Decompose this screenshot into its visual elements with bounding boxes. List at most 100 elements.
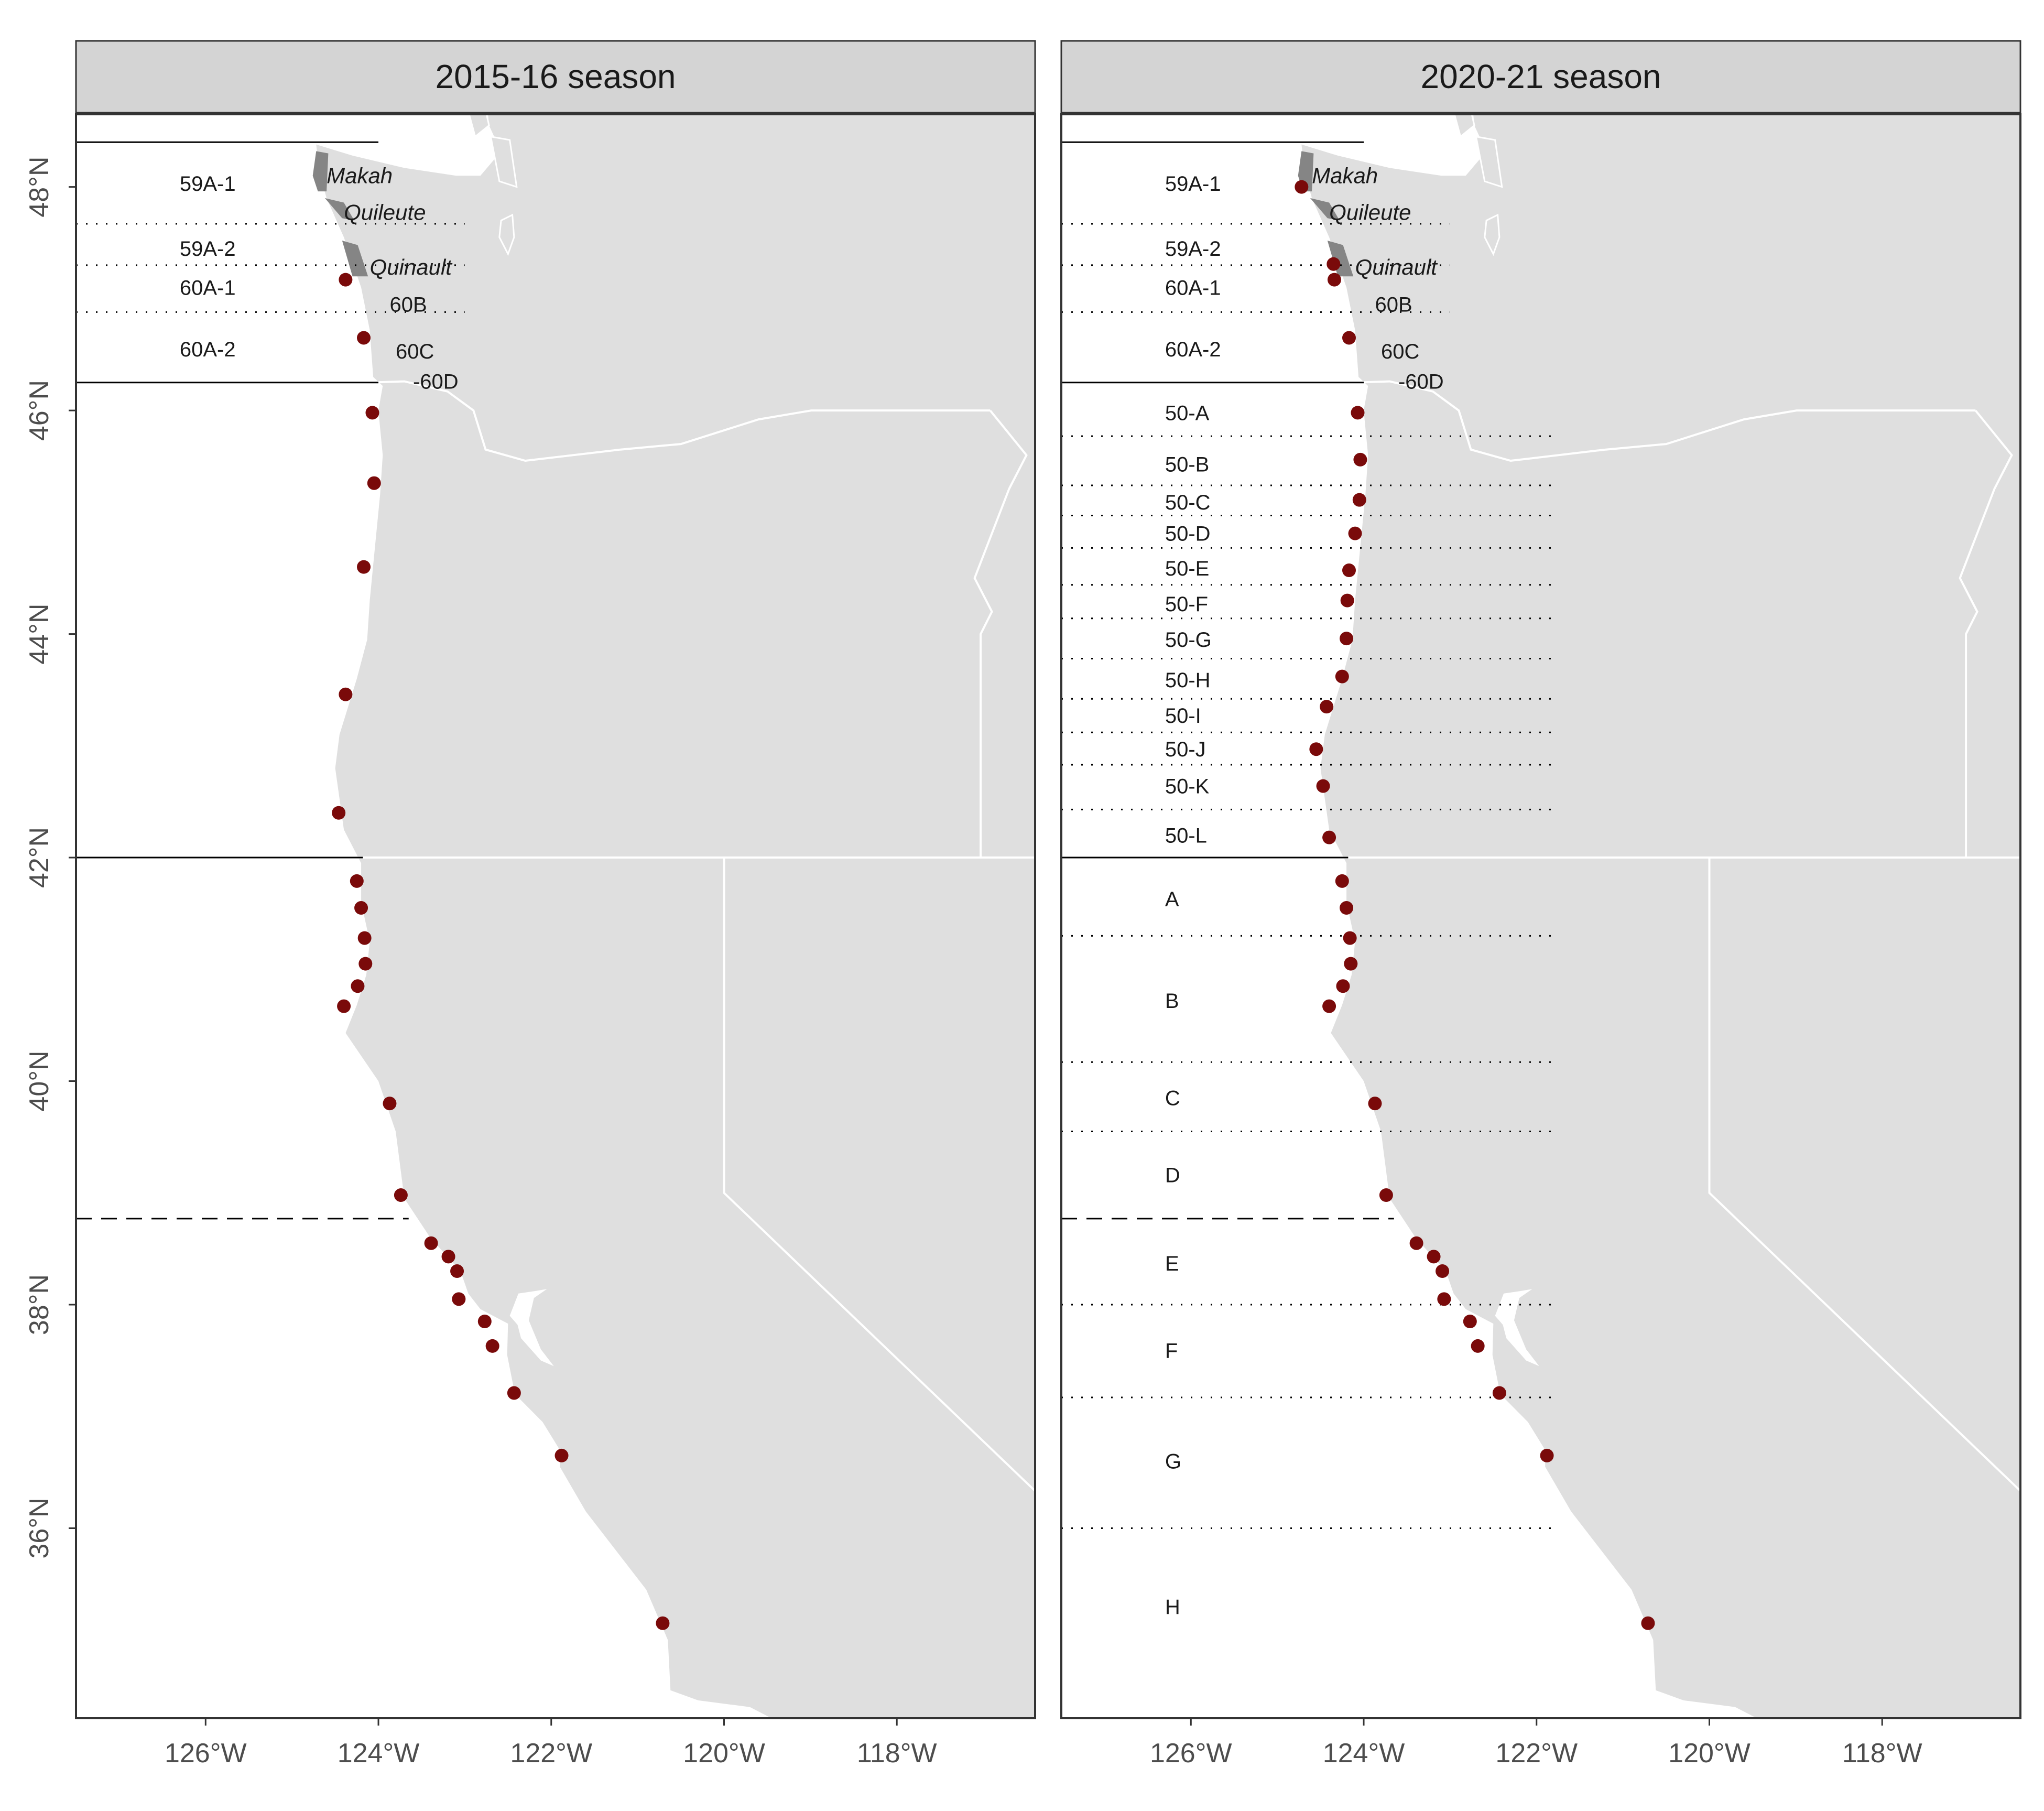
- y-tick-label: 44°N: [24, 604, 55, 665]
- station-point: [357, 331, 371, 344]
- panel-title: 2015-16 season: [435, 58, 676, 95]
- station-point: [354, 901, 368, 915]
- x-tick-label: 118°W: [1842, 1738, 1922, 1769]
- station-point: [1368, 1097, 1382, 1110]
- tribal-label: Quileute: [1329, 200, 1411, 225]
- zone-label: G: [1165, 1450, 1181, 1473]
- station-point: [656, 1617, 669, 1630]
- zone-label: 59A-2: [180, 237, 236, 261]
- station-point: [1322, 1000, 1336, 1013]
- zone-label: 50-J: [1165, 738, 1206, 761]
- tribal-label: Makah: [1312, 163, 1378, 188]
- zone-label: D: [1165, 1164, 1180, 1187]
- station-point: [1320, 700, 1333, 713]
- station-point: [1410, 1237, 1423, 1250]
- zone-label: 60A-1: [1165, 277, 1221, 300]
- panel-title: 2020-21 season: [1420, 58, 1661, 95]
- station-point: [357, 560, 371, 574]
- station-point: [555, 1449, 569, 1462]
- x-tick-label: 122°W: [1495, 1738, 1578, 1769]
- tribal-label: Quileute: [344, 200, 426, 225]
- y-tick-label: 38°N: [24, 1274, 55, 1335]
- station-point: [1493, 1386, 1506, 1400]
- zone-label: -60D: [413, 371, 459, 394]
- station-point: [1327, 257, 1340, 271]
- zone-label: 50-G: [1165, 628, 1212, 652]
- station-point: [358, 957, 372, 971]
- station-point: [1322, 831, 1336, 844]
- zone-label: 60C: [396, 340, 434, 363]
- station-point: [383, 1097, 396, 1110]
- station-point: [1436, 1264, 1449, 1278]
- station-point: [1463, 1315, 1477, 1328]
- zone-label: 59A-1: [180, 172, 236, 196]
- station-point: [450, 1264, 464, 1278]
- station-point: [339, 688, 352, 701]
- x-tick-label: 118°W: [857, 1738, 937, 1769]
- station-point: [358, 931, 372, 945]
- zone-label: 60A-2: [1165, 338, 1221, 361]
- station-point: [367, 476, 381, 490]
- station-point: [1349, 527, 1362, 540]
- station-point: [1309, 742, 1323, 756]
- zone-label: 50-B: [1165, 453, 1210, 476]
- tribal-label: Quinault: [370, 255, 453, 279]
- station-point: [1342, 331, 1356, 344]
- station-point: [442, 1250, 455, 1263]
- station-point: [507, 1386, 521, 1400]
- tribal-label: Makah: [327, 163, 393, 188]
- zone-label: 50-F: [1165, 593, 1208, 616]
- station-point: [1295, 180, 1308, 194]
- station-point: [1340, 632, 1353, 645]
- station-point: [1328, 273, 1341, 287]
- station-point: [486, 1339, 499, 1353]
- station-point: [1340, 901, 1353, 915]
- station-point: [1353, 493, 1366, 507]
- station-point: [1379, 1188, 1393, 1202]
- zone-label: 60B: [1375, 294, 1412, 317]
- station-point: [1344, 957, 1357, 971]
- station-point: [452, 1292, 465, 1306]
- panel-2015-16: 2015-16 season 59A-159A-260A-160A-260B60…: [76, 41, 1191, 1769]
- x-tick-label: 126°W: [165, 1738, 247, 1769]
- tribal-label: Quinault: [1355, 255, 1439, 279]
- zone-label: H: [1165, 1596, 1180, 1619]
- zone-label: E: [1165, 1252, 1179, 1275]
- station-point: [394, 1188, 408, 1202]
- station-point: [1471, 1339, 1485, 1353]
- x-tick-label: 126°W: [1150, 1738, 1232, 1769]
- panel-2020-21: 2020-21 season 59A-159A-260A-160A-260B60…: [1061, 41, 2044, 1769]
- x-tick-label: 124°W: [1323, 1738, 1405, 1769]
- y-tick-label: 36°N: [24, 1498, 55, 1558]
- zone-label: 50-H: [1165, 669, 1211, 692]
- zone-label: 60A-2: [180, 338, 236, 361]
- station-point: [351, 979, 364, 993]
- y-axis: 36°N38°N40°N42°N44°N46°N48°N: [24, 157, 76, 1559]
- station-point: [1341, 594, 1354, 608]
- y-tick-label: 42°N: [24, 827, 55, 888]
- zone-label: F: [1165, 1339, 1178, 1362]
- y-tick-label: 46°N: [24, 380, 55, 441]
- station-point: [365, 406, 379, 419]
- zone-label: 50-I: [1165, 704, 1201, 728]
- station-point: [478, 1315, 492, 1328]
- y-tick-label: 48°N: [24, 157, 55, 218]
- y-axis-ticks: 36°N38°N40°N42°N44°N46°N48°N: [24, 157, 76, 1559]
- station-point: [1335, 874, 1349, 888]
- zone-label: B: [1165, 990, 1179, 1013]
- zone-label: -60D: [1398, 371, 1444, 394]
- zone-label: 50-K: [1165, 775, 1210, 798]
- station-point: [1353, 453, 1367, 467]
- station-point: [350, 874, 364, 888]
- x-tick-label: 124°W: [338, 1738, 420, 1769]
- station-point: [337, 1000, 351, 1013]
- station-point: [1641, 1617, 1655, 1630]
- station-point: [339, 273, 352, 287]
- station-point: [1335, 670, 1349, 684]
- zone-label: C: [1165, 1087, 1180, 1110]
- zone-label: 59A-1: [1165, 172, 1221, 196]
